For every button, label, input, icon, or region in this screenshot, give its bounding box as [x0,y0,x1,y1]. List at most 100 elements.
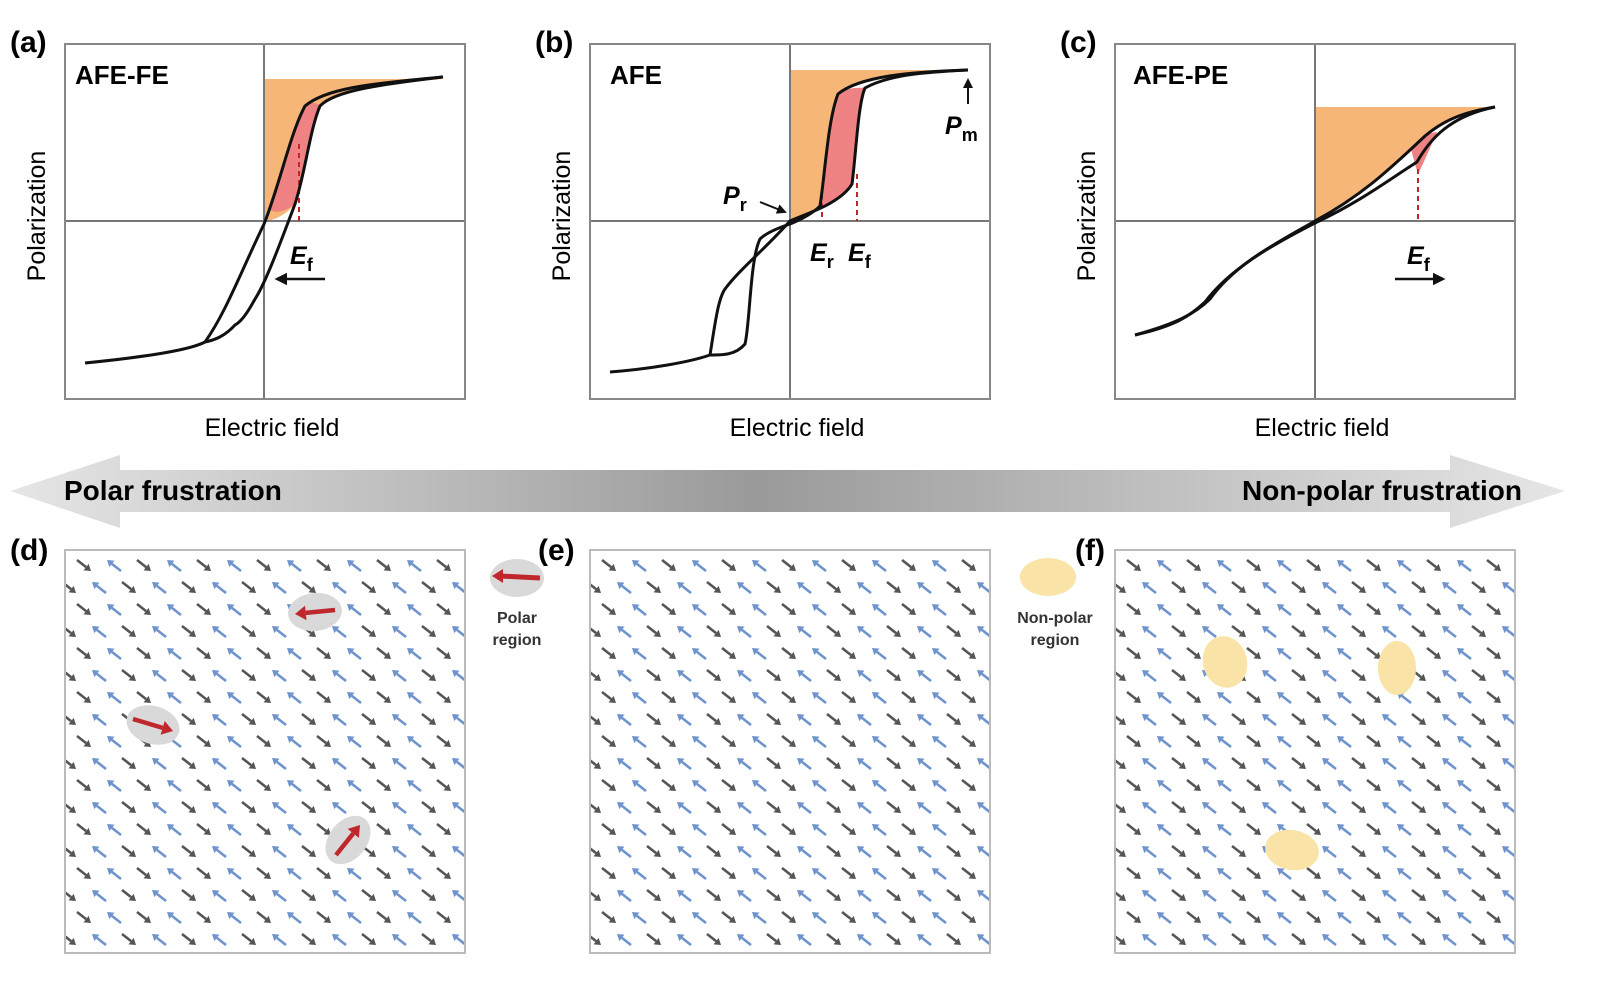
dipole [781,558,796,571]
dipole [721,690,736,703]
dipole [212,846,227,859]
dipole [661,558,676,571]
dipole [407,604,422,617]
dipole [1306,822,1321,835]
dipole [917,582,932,595]
dipole [977,934,990,946]
dipole [107,912,122,925]
dipole [590,714,601,725]
dipole [752,956,766,967]
dipole [1366,866,1381,879]
dipole [1397,956,1411,967]
dipole [1457,648,1472,661]
dipole [812,912,827,925]
text: P [945,112,962,140]
dipole [301,580,316,593]
dipole [1202,626,1217,639]
dipole [1322,626,1337,639]
dipole [227,560,242,573]
text: E [290,242,308,270]
dipole [1562,582,1576,593]
dipole [1007,582,1021,593]
dipole [857,802,872,815]
dipole [65,582,76,593]
dipole [1262,802,1277,815]
dipole [1337,648,1352,661]
dipole [407,692,422,705]
dipole [361,756,376,769]
text: f [1424,255,1431,275]
dipole [1351,844,1366,857]
dipole [1217,780,1232,793]
panel-label: (e) [538,534,575,567]
dipole [1426,558,1441,571]
dipole [1186,602,1201,615]
dipole [287,780,302,793]
dipole [1247,956,1261,967]
dipole [212,538,226,549]
dipole [840,550,841,551]
dipole [1366,602,1381,615]
dipole [766,932,781,945]
dipole [932,692,947,705]
dipole [376,778,391,791]
dipole [977,670,990,682]
dipole [167,560,182,573]
dipole [572,736,586,747]
dipole [1037,670,1051,681]
dipole [181,624,196,637]
dipole [92,714,107,727]
dipole [692,956,706,967]
legend-text: Non-polar [1017,610,1093,627]
dipole [946,624,961,637]
plot-c: AFE-PE Ef [1114,43,1516,400]
dipole [212,758,227,771]
dipole [392,582,407,595]
text: P [723,182,740,210]
dipole [826,624,841,637]
dipole [1442,626,1457,639]
dipole [1442,802,1457,815]
dipole [332,758,347,771]
dipole [1502,538,1516,549]
dipole [872,604,887,617]
dipole [917,626,932,639]
dipole [1202,538,1216,549]
dipole [872,780,887,793]
dipole [737,582,752,595]
dipole [167,824,182,837]
dipole [797,714,812,727]
dipole [467,648,481,659]
dipole [572,824,586,835]
dipole [1171,844,1186,857]
dipole [512,670,526,681]
dipole [1517,912,1531,923]
dipole [227,604,242,617]
dipole [1037,714,1051,725]
dipole [332,626,347,639]
dipole [1126,910,1141,923]
dipole [392,758,407,771]
dipole [1471,844,1486,857]
dipole [152,626,167,639]
dipole [376,822,391,835]
dipole [661,822,676,835]
dipole [812,648,827,661]
dipole [917,802,932,815]
dipole [781,646,796,659]
dipole [1411,844,1426,857]
dipole [1382,582,1397,595]
dipole [452,626,465,638]
dipole [917,670,932,683]
dipole [692,560,707,573]
dipole [76,910,91,923]
dipole [121,624,136,637]
arrow-label-left: Polar frustration [64,475,282,506]
dipole [1502,626,1515,638]
dipole [1142,626,1157,639]
dipole [766,756,781,769]
dipole [272,890,287,903]
dipole [766,580,781,593]
dipole-field [1115,538,1576,967]
dipole [212,626,227,639]
